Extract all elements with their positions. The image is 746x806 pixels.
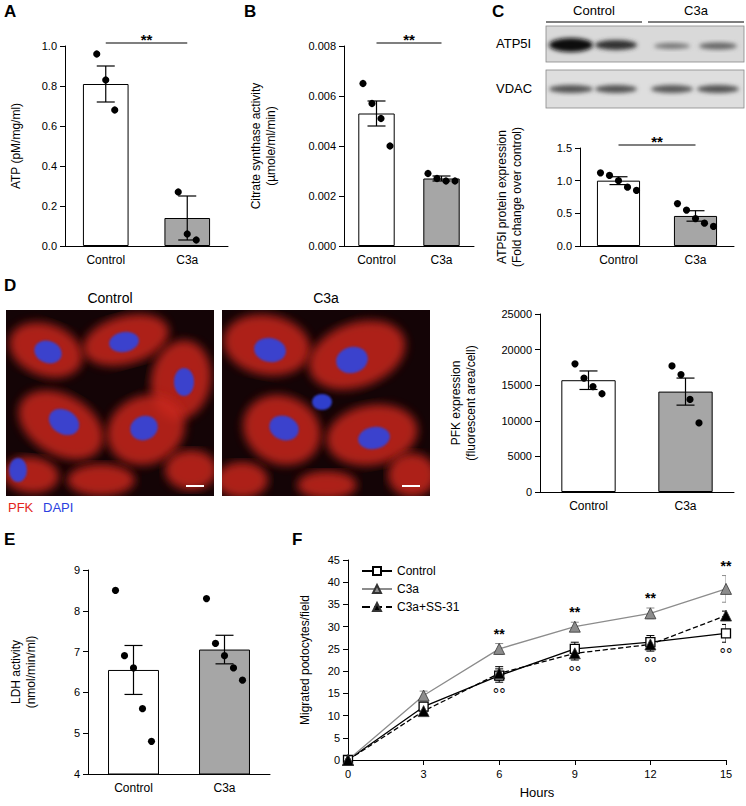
svg-text:0: 0 [334, 754, 340, 766]
html-text:VDAC: VDAC [496, 81, 533, 96]
svg-text:0.2: 0.2 [42, 200, 57, 212]
svg-text:(nmol/min/ml): (nmol/min/ml) [24, 636, 38, 709]
html-text:PFK: PFK [8, 500, 34, 515]
svg-text:ATP5I protein expression: ATP5I protein expression [495, 130, 509, 264]
svg-text:**: ** [651, 133, 663, 150]
svg-text:15: 15 [720, 768, 732, 780]
svg-text:0: 0 [526, 486, 532, 498]
svg-text:C3a: C3a [684, 253, 706, 267]
html-text:F: F [292, 530, 303, 549]
svg-text:30: 30 [328, 621, 340, 633]
svg-text:C3a: C3a [176, 253, 198, 267]
html-text:D: D [4, 276, 17, 295]
svg-text:1.5: 1.5 [557, 142, 572, 154]
svg-text:Control: Control [599, 253, 638, 267]
svg-text:**: ** [403, 31, 415, 48]
svg-text:12: 12 [644, 768, 656, 780]
svg-text:8: 8 [74, 605, 80, 617]
html-text:A: A [4, 2, 17, 21]
svg-text:0.004: 0.004 [308, 140, 336, 152]
svg-text:LDH activity: LDH activity [9, 640, 23, 704]
svg-text:**: ** [721, 558, 732, 574]
svg-text:Migrated podocytes/field: Migrated podocytes/field [298, 595, 312, 725]
svg-text:0.008: 0.008 [308, 40, 336, 52]
svg-text:C3a: C3a [430, 253, 452, 267]
html-text:B: B [244, 2, 257, 21]
svg-text:Control: Control [569, 499, 608, 513]
svg-text:5: 5 [74, 727, 80, 739]
svg-text:(µmole/ml/min): (µmole/ml/min) [264, 106, 278, 186]
svg-text:3: 3 [421, 768, 427, 780]
svg-text:**: ** [569, 604, 580, 620]
svg-text:0.0: 0.0 [557, 240, 572, 252]
svg-text:20: 20 [328, 665, 340, 677]
svg-text:10000: 10000 [501, 415, 532, 427]
html-text:DAPI: DAPI [43, 500, 74, 515]
svg-text:°°: °° [568, 664, 581, 681]
svg-text:35: 35 [328, 598, 340, 610]
svg-text:0.4: 0.4 [42, 160, 57, 172]
svg-text:C3a: C3a [674, 499, 696, 513]
svg-text:C3a: C3a [213, 781, 235, 795]
svg-text:10: 10 [328, 710, 340, 722]
svg-text:°°: °° [720, 646, 733, 663]
svg-text:Control: Control [357, 253, 396, 267]
svg-text:(fluorescent area/cell): (fluorescent area/cell) [464, 345, 478, 460]
svg-text:**: ** [494, 626, 505, 642]
html-text:Control: Control [573, 3, 615, 18]
svg-text:15000: 15000 [501, 379, 532, 391]
svg-text:15: 15 [328, 687, 340, 699]
svg-text:Citrate synthase activity: Citrate synthase activity [249, 83, 263, 210]
svg-text:(Fold change over control): (Fold change over control) [510, 127, 524, 267]
svg-text:**: ** [141, 31, 153, 48]
svg-text:Hours: Hours [520, 785, 555, 800]
svg-text:9: 9 [572, 768, 578, 780]
html-text:ATP5I: ATP5I [496, 36, 532, 51]
svg-text:Control: Control [86, 253, 125, 267]
svg-text:C3a+SS-31: C3a+SS-31 [397, 600, 460, 614]
svg-text:45: 45 [328, 554, 340, 566]
svg-text:1.0: 1.0 [557, 175, 572, 187]
svg-text:0: 0 [345, 768, 351, 780]
svg-text:Control: Control [397, 564, 436, 578]
svg-text:0.000: 0.000 [308, 240, 336, 252]
html-text:C3a: C3a [313, 290, 339, 306]
svg-text:ATP (pM/mg/ml): ATP (pM/mg/ml) [9, 103, 23, 189]
svg-text:4: 4 [74, 768, 80, 780]
svg-text:**: ** [645, 590, 656, 606]
svg-text:5: 5 [334, 732, 340, 744]
svg-text:40: 40 [328, 576, 340, 588]
svg-text:6: 6 [74, 686, 80, 698]
svg-text:9: 9 [74, 564, 80, 576]
svg-text:0.002: 0.002 [308, 190, 336, 202]
svg-text:Control: Control [114, 781, 153, 795]
svg-text:0.006: 0.006 [308, 90, 336, 102]
svg-text:0.5: 0.5 [557, 207, 572, 219]
html-text:E: E [4, 530, 16, 549]
svg-text:5000: 5000 [508, 450, 532, 462]
svg-text:°°: °° [493, 686, 506, 703]
html-text:C3a: C3a [684, 3, 708, 18]
svg-text:25000: 25000 [501, 308, 532, 320]
svg-text:20000: 20000 [501, 344, 532, 356]
svg-text:6: 6 [496, 768, 502, 780]
svg-text:0.6: 0.6 [42, 120, 57, 132]
svg-text:25: 25 [328, 643, 340, 655]
svg-text:C3a: C3a [397, 582, 419, 596]
svg-text:1.0: 1.0 [42, 40, 57, 52]
svg-text:PFK expression: PFK expression [449, 361, 463, 446]
html-text:C: C [492, 2, 505, 21]
svg-text:°°: °° [644, 655, 657, 672]
svg-text:7: 7 [74, 646, 80, 658]
html-text:Control: Control [87, 290, 133, 306]
svg-text:0.0: 0.0 [42, 240, 57, 252]
svg-text:0.8: 0.8 [42, 80, 57, 92]
